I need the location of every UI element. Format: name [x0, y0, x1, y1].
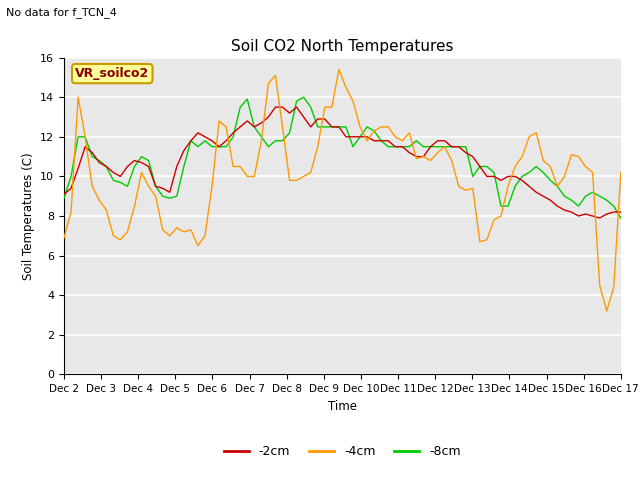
Text: VR_soilco2: VR_soilco2	[75, 67, 149, 80]
Y-axis label: Soil Temperatures (C): Soil Temperatures (C)	[22, 152, 35, 280]
Title: Soil CO2 North Temperatures: Soil CO2 North Temperatures	[231, 39, 454, 54]
Legend: -2cm, -4cm, -8cm: -2cm, -4cm, -8cm	[219, 440, 466, 463]
X-axis label: Time: Time	[328, 400, 357, 413]
Text: No data for f_TCN_4: No data for f_TCN_4	[6, 7, 117, 18]
